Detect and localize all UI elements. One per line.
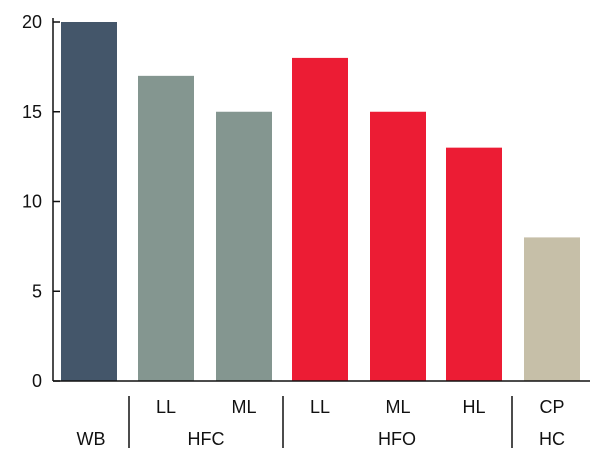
group-label-hfc: HFC: [188, 429, 225, 449]
y-tick-label: 15: [22, 102, 42, 122]
category-label: HL: [462, 397, 485, 417]
bar-hfo-ll: [292, 57, 348, 382]
bar-hfo-ml: [370, 111, 426, 381]
y-tick-label: 20: [22, 12, 42, 32]
axes: [52, 18, 590, 382]
group-label-hc: HC: [539, 429, 565, 449]
bar-hfc-ll: [138, 75, 194, 381]
category-labels: LL ML LL ML HL CP: [156, 397, 565, 417]
group-separators: [128, 396, 513, 448]
y-axis-ticks: 0 5 10 15 20: [22, 12, 60, 391]
category-label: LL: [156, 397, 176, 417]
category-label: CP: [539, 397, 564, 417]
group-label-wb: WB: [77, 429, 106, 449]
bar-hfo-hl: [446, 147, 502, 381]
bar-wb: [61, 22, 117, 381]
category-label: ML: [231, 397, 256, 417]
group-label-hfo: HFO: [378, 429, 416, 449]
y-tick-label: 5: [32, 281, 42, 301]
group-labels: WB HFC HFO HC: [77, 429, 566, 449]
bar-hc-cp: [524, 237, 580, 381]
y-tick-label: 10: [22, 192, 42, 212]
category-label: LL: [310, 397, 330, 417]
bars: [61, 22, 580, 382]
bar-hfc-ml: [216, 111, 272, 381]
category-label: ML: [385, 397, 410, 417]
y-tick-label: 0: [32, 371, 42, 391]
